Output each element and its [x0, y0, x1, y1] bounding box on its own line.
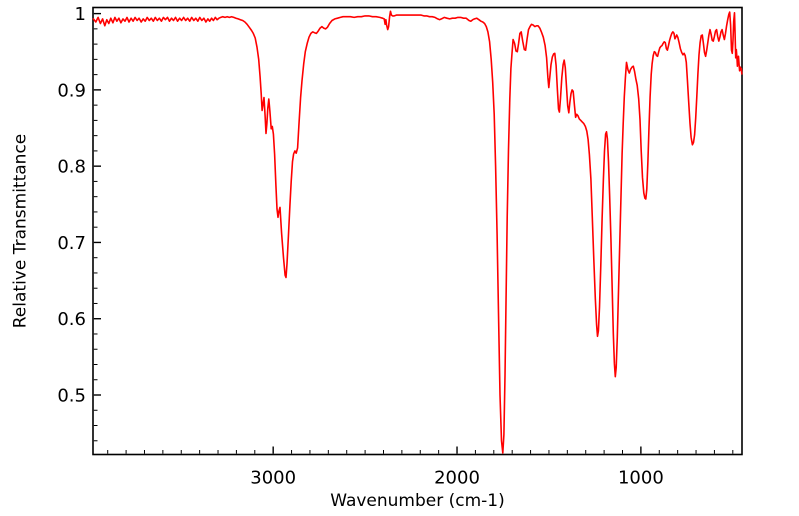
y-tick-label: 0.7 [57, 233, 86, 254]
y-tick-label: 0.9 [57, 80, 86, 101]
y-tick-label: 0.6 [57, 309, 86, 330]
y-tick-label: 0.8 [57, 157, 86, 178]
x-tick-label: 1000 [618, 468, 664, 489]
x-axis-label: Wavenumber (cm-1) [330, 491, 505, 511]
plot-border [92, 6, 743, 456]
y-tick-label: 0.5 [57, 386, 86, 407]
spectrum-line [92, 10, 743, 454]
x-tick-label: 3000 [250, 468, 296, 489]
y-tick-label: 1 [75, 4, 86, 25]
x-tick-label: 2000 [434, 468, 480, 489]
y-axis-label: Relative Transmittance [10, 133, 31, 329]
